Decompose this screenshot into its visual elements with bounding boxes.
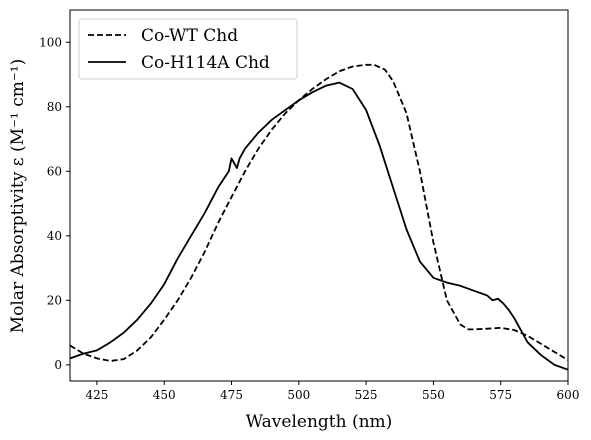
legend: Co-WT Chd Co-H114A Chd (78, 18, 298, 80)
legend-label-co-wt: Co-WT Chd (141, 26, 238, 46)
series-line-co-h114a (69, 81, 569, 371)
y-axis-label: Molar Absorptivity ε (M⁻¹ cm⁻¹) (8, 59, 28, 334)
series-layer (69, 63, 569, 371)
x-tick-label: 500 (287, 388, 310, 402)
x-tick-label: 425 (85, 388, 108, 402)
plot-area (69, 9, 569, 382)
x-tick-label: 450 (153, 388, 176, 402)
legend-frame (78, 18, 298, 80)
x-tick-label: 475 (220, 388, 243, 402)
legend-label-co-h114a: Co-H114A Chd (141, 53, 270, 73)
y-tick-label: 80 (47, 100, 62, 114)
y-tick-label: 20 (47, 293, 62, 307)
y-tick-label: 0 (54, 358, 62, 372)
y-axis-ticks: 0 20 40 60 80 100 (39, 35, 70, 372)
x-axis-label: Wavelength (nm) (246, 412, 393, 432)
x-tick-label: 600 (557, 388, 580, 402)
x-tick-label: 525 (355, 388, 378, 402)
y-tick-label: 40 (47, 229, 62, 243)
x-axis-ticks: 425 450 475 500 525 550 575 600 (85, 381, 579, 402)
plot-frame (69, 9, 569, 382)
x-tick-label: 550 (422, 388, 445, 402)
y-tick-label: 60 (47, 164, 62, 178)
x-tick-label: 575 (489, 388, 512, 402)
y-tick-label: 100 (39, 35, 62, 49)
series-line-co-wt (69, 63, 569, 362)
